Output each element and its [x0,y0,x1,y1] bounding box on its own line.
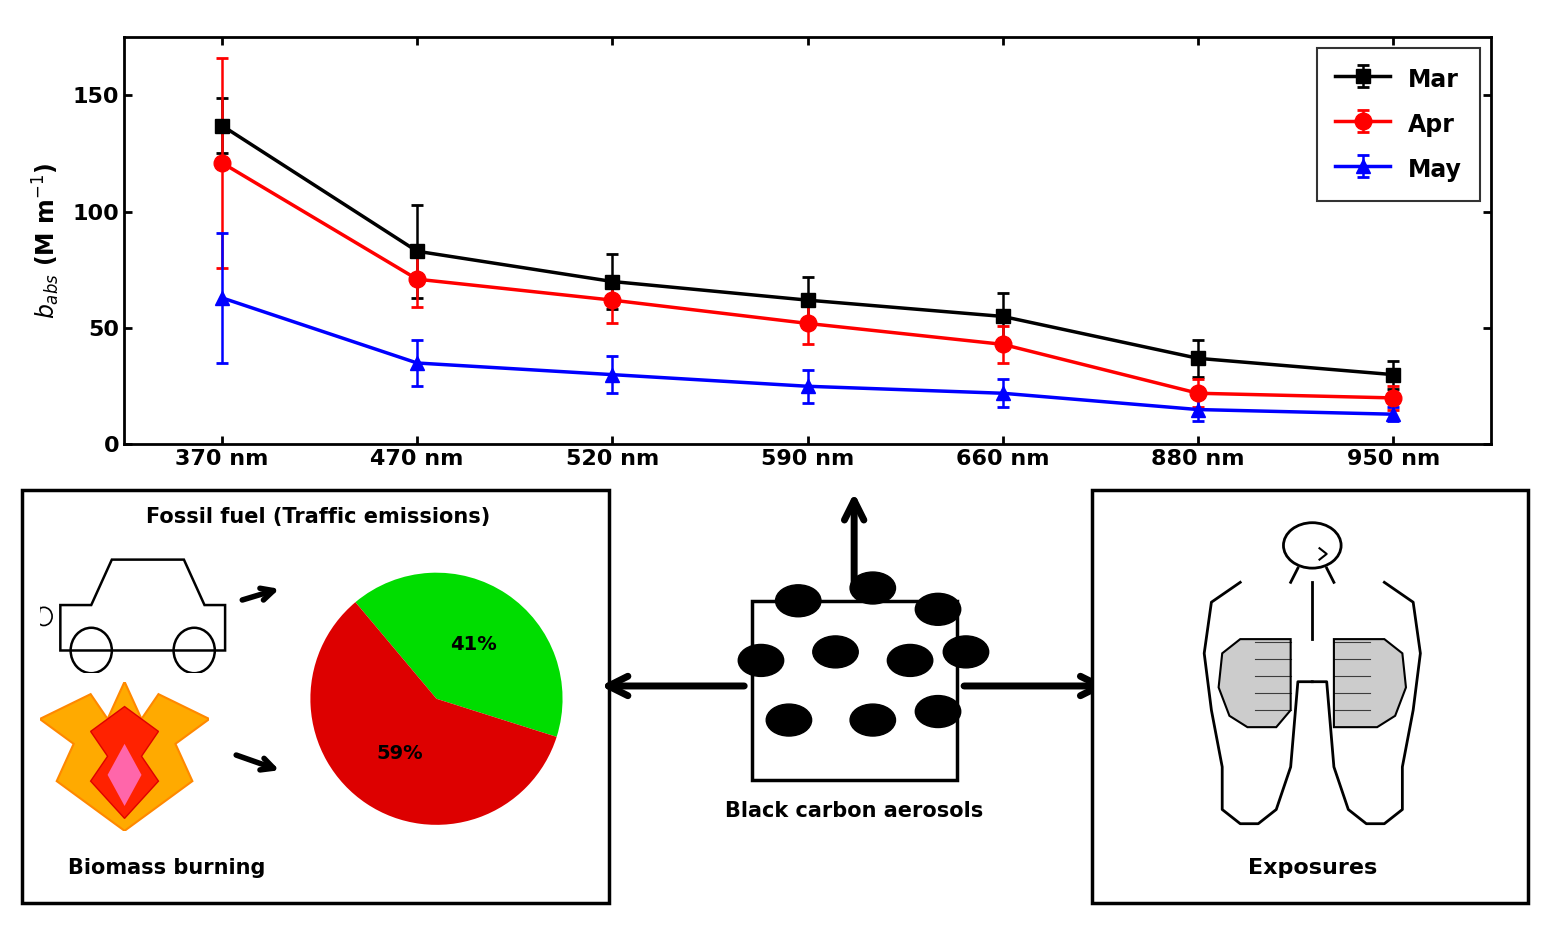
Ellipse shape [943,636,989,668]
Ellipse shape [766,704,812,736]
FancyBboxPatch shape [752,601,957,780]
Text: Exposures: Exposures [1247,857,1378,878]
Text: Fossil fuel (Traffic emissions): Fossil fuel (Traffic emissions) [146,507,491,527]
Ellipse shape [812,636,859,668]
Ellipse shape [849,572,896,604]
Text: Biomass burning: Biomass burning [68,857,266,878]
Ellipse shape [775,585,822,617]
Ellipse shape [738,644,784,676]
FancyBboxPatch shape [1092,490,1528,903]
Legend: Mar, Apr, May: Mar, Apr, May [1317,48,1480,201]
Ellipse shape [849,704,896,736]
Ellipse shape [915,594,961,625]
FancyBboxPatch shape [22,490,609,903]
Ellipse shape [915,695,961,728]
Text: Black carbon aerosols: Black carbon aerosols [725,801,983,821]
Ellipse shape [887,644,933,676]
Y-axis label: $b_{abs}$ (M m$^{-1}$): $b_{abs}$ (M m$^{-1}$) [30,163,62,319]
